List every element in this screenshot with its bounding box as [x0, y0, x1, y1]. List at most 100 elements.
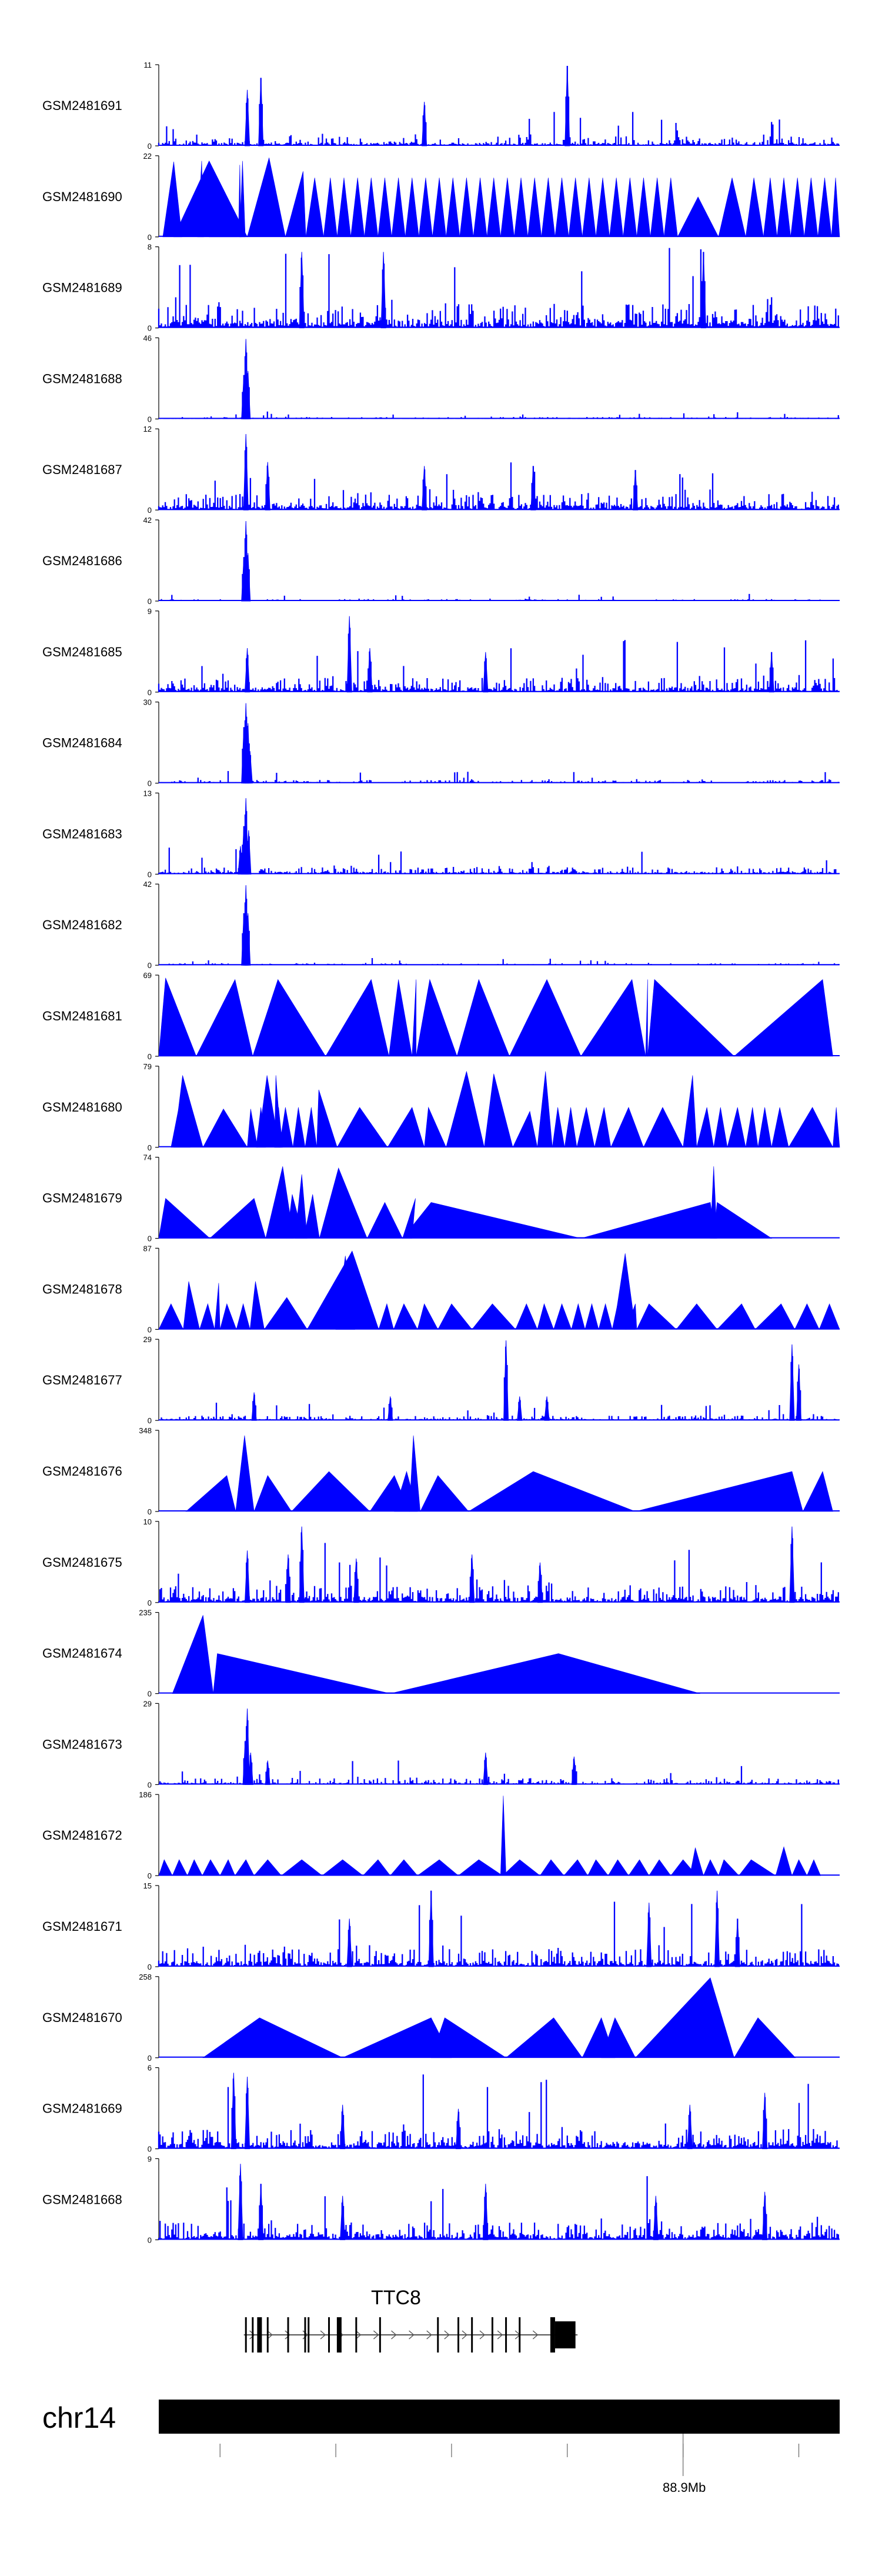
- signal-peak: [623, 178, 637, 238]
- signal-peak: [202, 1108, 248, 1148]
- signal-peak: [789, 1344, 795, 1421]
- signal-peak: [367, 648, 373, 693]
- signal-peak: [323, 178, 338, 238]
- track-GSM2481679: GSM2481679 74 0: [42, 1153, 840, 1243]
- signal-peak: [563, 1859, 589, 1876]
- signal-peak: [580, 1202, 716, 1239]
- track-GSM2481685: GSM2481685 9 0: [42, 607, 840, 697]
- y-max-label: 348: [139, 1426, 152, 1435]
- gene-exon: [336, 2317, 342, 2353]
- strand-chevron: [249, 2330, 255, 2340]
- y-max-label: 10: [143, 1517, 152, 1526]
- y-max-label: 74: [143, 1153, 152, 1162]
- signal-peak: [350, 178, 365, 238]
- y-min-label: 0: [148, 2235, 152, 2244]
- signal-peak: [419, 178, 433, 238]
- y-max-label: 42: [143, 516, 152, 525]
- track-GSM2481691: GSM2481691 11 0: [42, 61, 840, 151]
- signal-peak: [256, 1107, 266, 1148]
- signal-peak: [305, 178, 324, 238]
- gene-exon: [550, 2317, 555, 2353]
- signal-peak: [337, 178, 351, 238]
- signal-peak: [422, 466, 427, 510]
- signal-peak: [362, 1859, 391, 1876]
- y-min-label: 0: [148, 1963, 152, 1971]
- signal-peak: [601, 2017, 636, 2058]
- signal-peak: [713, 1107, 728, 1148]
- track-GSM2481678: GSM2481678 87 0: [42, 1244, 840, 1334]
- signal-peak: [687, 2104, 693, 2150]
- signal-peak: [346, 1918, 352, 1967]
- signal-peak: [609, 178, 624, 238]
- signal-peak: [689, 1847, 704, 1876]
- y-min-label: 0: [148, 2145, 152, 2154]
- signal-peak: [676, 1303, 718, 1330]
- y-max-label: 6: [148, 2064, 152, 2073]
- strand-chevron: [479, 2330, 486, 2340]
- signal-bars: [158, 446, 839, 510]
- signal-peak: [537, 1562, 543, 1603]
- signal-peak: [677, 196, 719, 238]
- signal-peak: [633, 470, 639, 510]
- track-label: GSM2481679: [42, 1191, 122, 1206]
- signal-peak: [713, 1202, 773, 1239]
- track-GSM2481677: GSM2481677 29 0: [42, 1335, 840, 1425]
- signal-peak: [483, 1752, 489, 1785]
- signal-peak: [802, 1471, 833, 1512]
- signal-peak: [733, 979, 833, 1057]
- signal-peak: [377, 178, 392, 238]
- track-label: GSM2481670: [42, 2010, 122, 2025]
- signal-peak: [416, 979, 457, 1057]
- signal-peak: [818, 1303, 840, 1330]
- signal-peak: [405, 178, 419, 238]
- signal-peak: [253, 1475, 292, 1512]
- signal-peak: [530, 466, 536, 510]
- signal-peak: [568, 178, 583, 238]
- signal-peak: [734, 1918, 740, 1967]
- signal-peak: [437, 1303, 473, 1330]
- signal-peak: [796, 1364, 802, 1421]
- signal-peak: [537, 1303, 554, 1330]
- y-min-label: 0: [148, 597, 152, 606]
- y-min-label: 0: [148, 142, 152, 151]
- signal-peak: [552, 1107, 565, 1148]
- track-label: GSM2481687: [42, 462, 122, 477]
- signal-peak: [265, 1202, 288, 1239]
- signal-peak: [594, 1107, 612, 1148]
- y-max-label: 8: [148, 243, 152, 252]
- signal-peak: [158, 1859, 173, 1876]
- signal-bars: [158, 535, 839, 601]
- signal-peak: [636, 178, 651, 238]
- signal-peak: [239, 161, 246, 238]
- signal-peak: [390, 1653, 700, 1694]
- y-max-label: 186: [139, 1790, 152, 1799]
- signal-peak: [236, 1303, 250, 1330]
- y-max-label: 9: [148, 607, 152, 616]
- signal-peak: [417, 1859, 459, 1876]
- gene-exon: [308, 2317, 310, 2353]
- track-label: GSM2481671: [42, 1919, 122, 1934]
- signal-peak: [258, 2184, 264, 2240]
- signal-peak: [305, 1107, 317, 1148]
- signal-peak: [412, 979, 417, 1057]
- signal-peak: [635, 1471, 803, 1512]
- track-label: GSM2481688: [42, 371, 122, 386]
- y-max-label: 22: [143, 152, 152, 161]
- strand-chevron: [285, 2330, 290, 2340]
- gene-exon: [519, 2317, 521, 2353]
- signal-peak: [263, 1297, 308, 1330]
- signal-peak: [541, 178, 556, 238]
- signal-peak: [197, 161, 204, 238]
- chromosome-bar: [159, 2400, 840, 2434]
- signal-peak: [187, 1859, 203, 1876]
- signal-peak: [238, 846, 243, 875]
- y-min-label: 0: [148, 779, 152, 788]
- signal-peak: [285, 171, 306, 238]
- signal-peak: [246, 830, 252, 875]
- signal-peak: [209, 196, 238, 238]
- signal-peak: [322, 1859, 364, 1876]
- signal-peak: [258, 78, 264, 146]
- signal-peak: [213, 1653, 390, 1694]
- signal-peak: [299, 252, 305, 329]
- signal-peak: [247, 1109, 258, 1148]
